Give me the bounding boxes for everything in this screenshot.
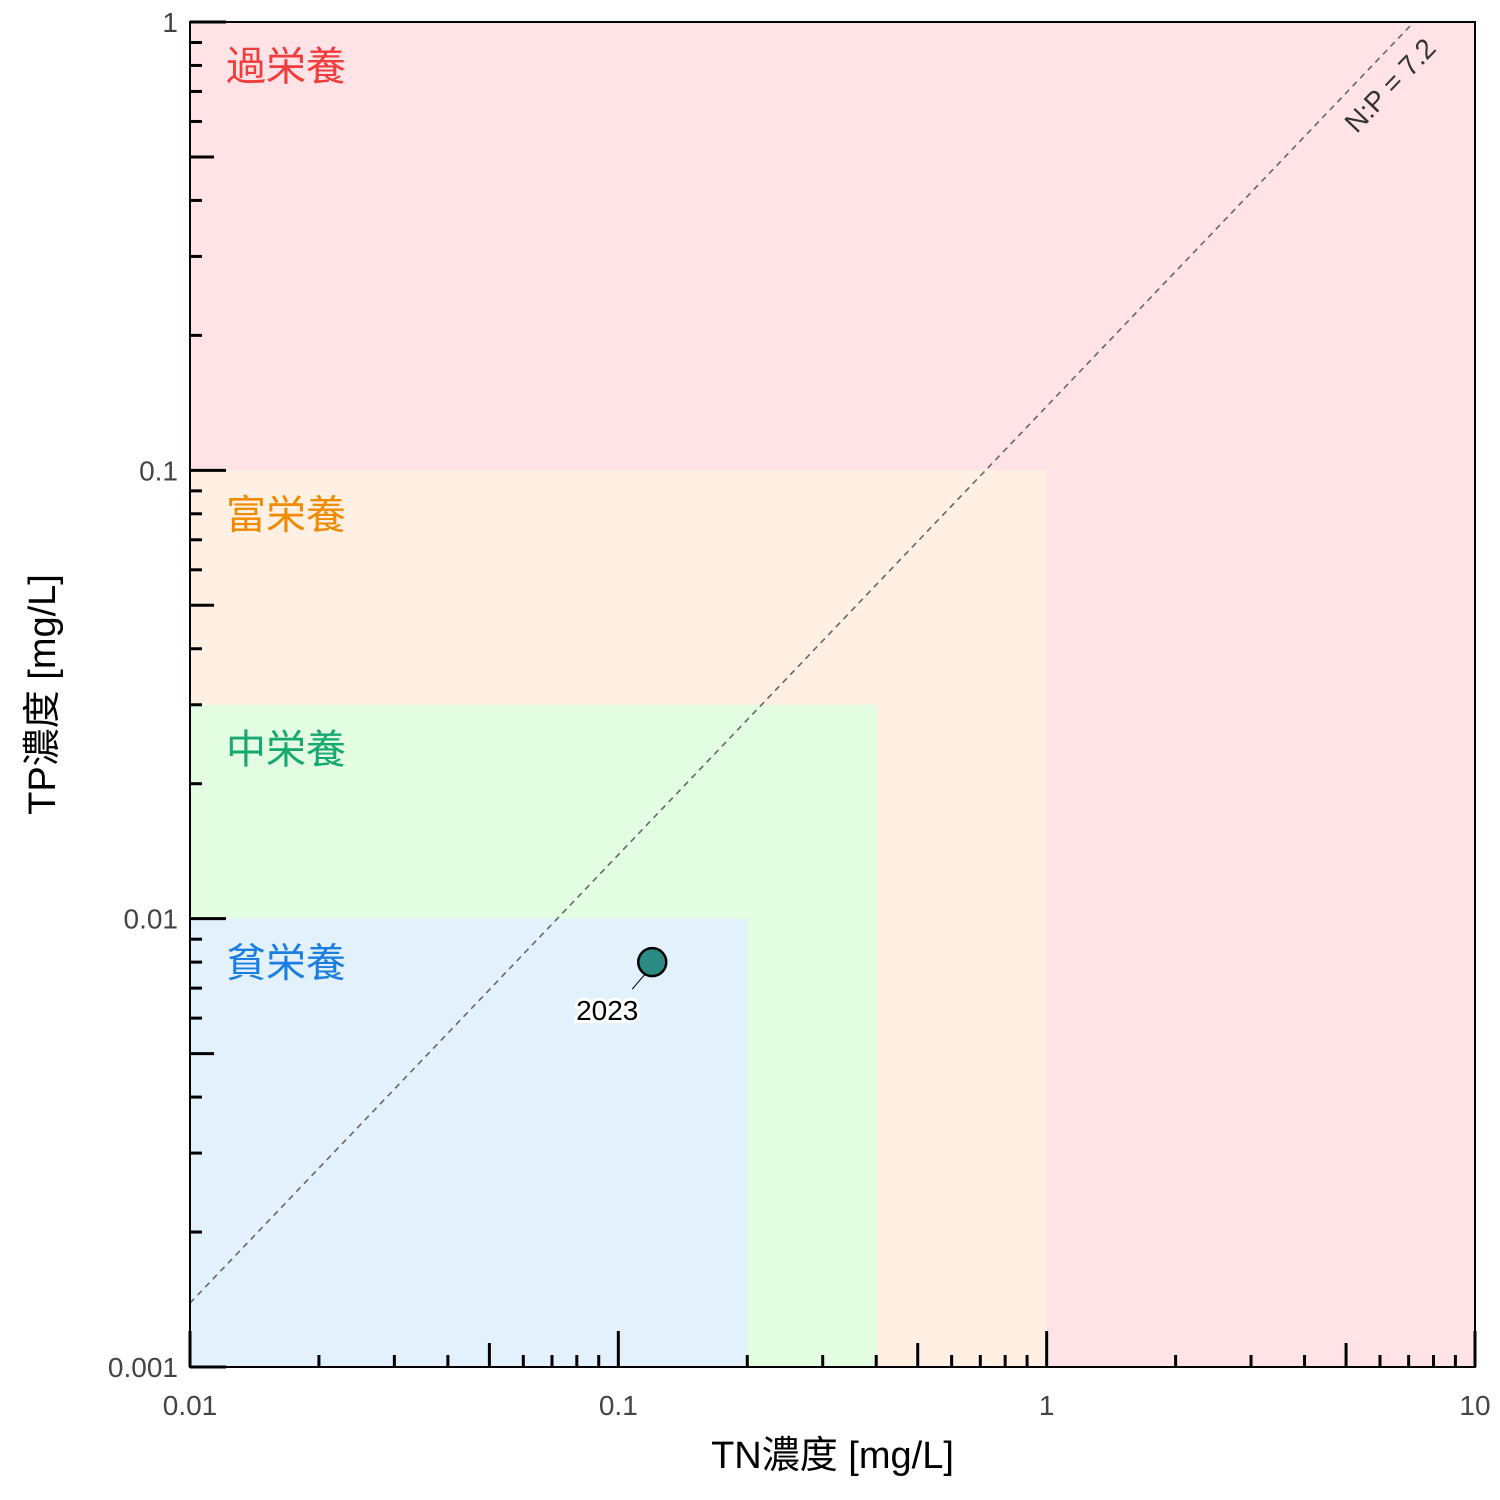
y-tick-label-3: 1 — [162, 7, 178, 38]
y-tick-label-1: 0.01 — [124, 904, 179, 935]
x-axis-title: TN濃度 [mg/L] — [711, 1435, 954, 1477]
zone-3 — [190, 918, 748, 1367]
zone-label-1: 富栄養 — [226, 492, 346, 538]
x-axis-ticks: 0.01 0.1 1 10 — [163, 1331, 1491, 1421]
y-tick-label-0: 0.001 — [108, 1352, 178, 1383]
x-tick-label-3: 10 — [1459, 1390, 1490, 1421]
y-tick-label-2: 0.1 — [139, 455, 178, 486]
trophic-zones — [190, 22, 1475, 1367]
y-axis-title: TP濃度 [mg/L] — [22, 574, 64, 815]
reference-line — [189, 21, 1415, 1304]
zone-label-0: 過栄養 — [226, 44, 346, 90]
data-point-label-0: 2023 — [576, 995, 638, 1026]
x-tick-label-1: 0.1 — [599, 1390, 638, 1421]
plot-frame — [189, 21, 1476, 1368]
x-tick-label-0: 0.01 — [163, 1390, 218, 1421]
x-tick-label-2: 1 — [1039, 1390, 1055, 1421]
data-points: 2023 — [573, 946, 668, 1029]
data-point-0 — [636, 946, 668, 978]
zone-label-2: 中栄養 — [226, 727, 346, 773]
zone-label-3: 貧栄養 — [226, 941, 346, 987]
y-axis-ticks: 0.001 0.01 0.1 1 — [108, 7, 226, 1383]
